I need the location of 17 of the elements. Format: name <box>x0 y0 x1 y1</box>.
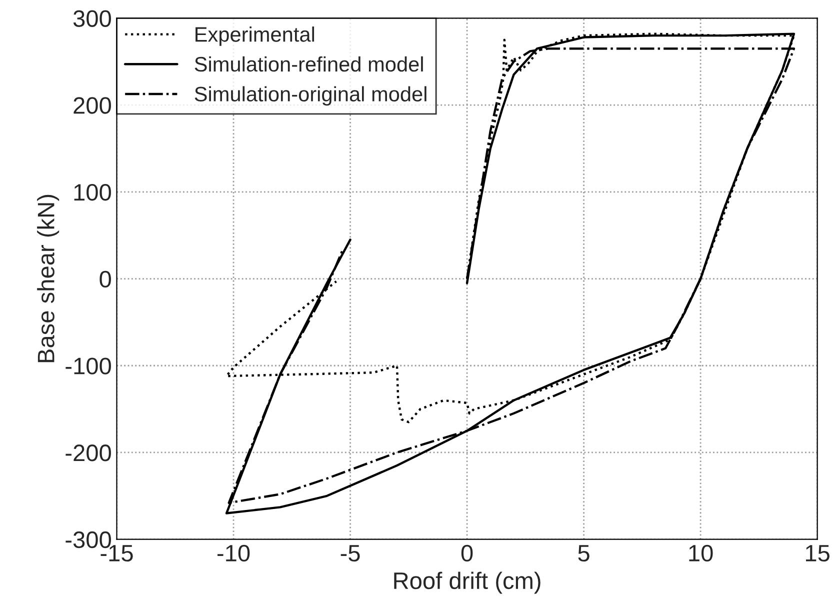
x-tick-label: 10 <box>689 544 713 562</box>
x-axis-title: Roof drift (cm) <box>394 572 540 594</box>
x-tick-label: -10 <box>218 544 250 562</box>
y-tick-label: 300 <box>73 10 111 27</box>
x-tick-label: 15 <box>806 545 830 562</box>
y-tick-label: 0 <box>100 270 111 288</box>
y-axis-title: Base shear (kN) <box>37 194 60 362</box>
legend-label: Simulation-refined model <box>194 56 423 72</box>
x-tick-label: -5 <box>340 545 360 562</box>
y-tick-label: 100 <box>74 184 111 201</box>
x-tick-label: 5 <box>578 545 590 562</box>
y-tick-label: 200 <box>74 97 111 114</box>
y-tick-label: -100 <box>66 358 111 374</box>
x-tick-label: 0 <box>461 544 473 562</box>
legend-label: Experimental <box>196 26 314 46</box>
legend-label: Simulation-original model <box>194 86 426 106</box>
y-tick-label: -200 <box>66 444 111 462</box>
